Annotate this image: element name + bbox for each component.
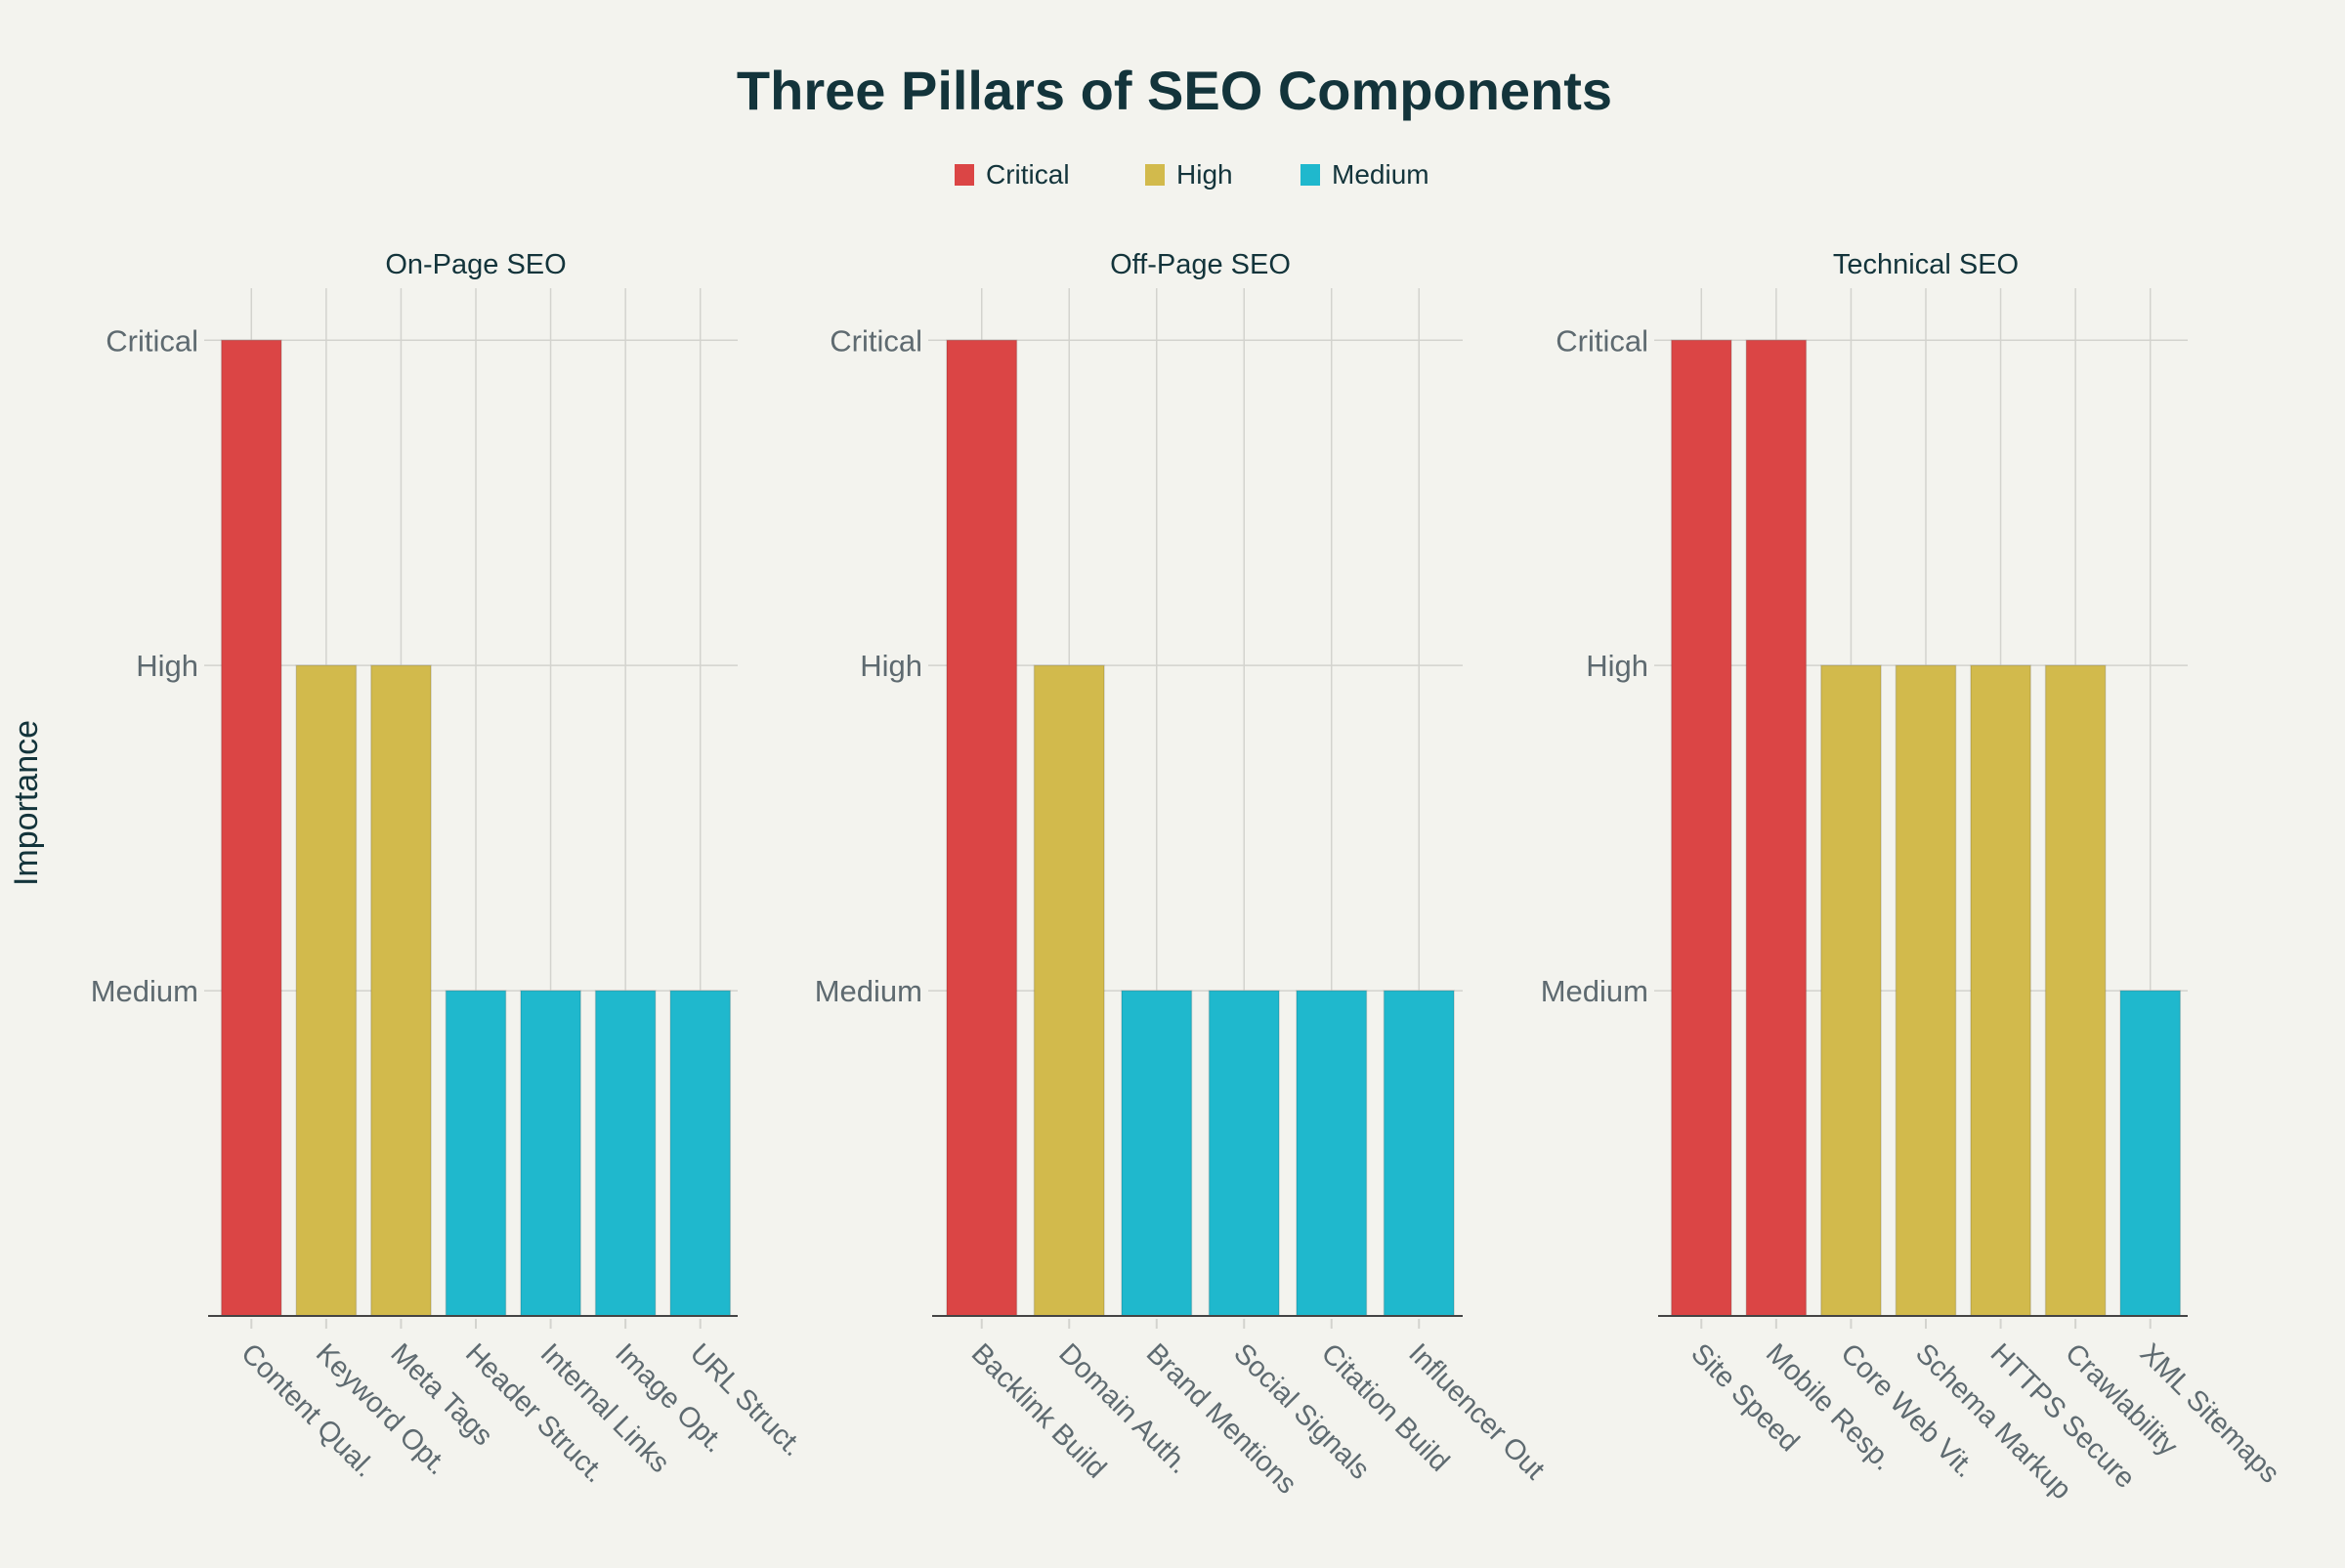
legend: Critical High Medium — [955, 159, 1429, 190]
bar-image-opt — [594, 990, 657, 1317]
y-axis-label: Importance — [8, 720, 45, 886]
bar-schema-markup — [1895, 664, 1957, 1317]
bar-backlink-build — [946, 339, 1018, 1317]
bar-core-web-vit — [1820, 664, 1882, 1317]
bar-mobile-resp — [1745, 339, 1808, 1317]
subplot-title: Technical SEO — [1833, 249, 2019, 280]
legend-label: Medium — [1332, 159, 1429, 190]
y-tick-label: Critical — [106, 323, 198, 358]
subplot-on-page-seo: On-Page SEO Medium High Critical Content Qua… — [91, 249, 809, 1489]
y-tick-label: Medium — [91, 974, 198, 1008]
bar-header-struct — [445, 990, 507, 1317]
y-tick-label: High — [860, 649, 922, 683]
legend-item-high[interactable]: High — [1145, 159, 1233, 190]
bar-content-qual — [220, 339, 282, 1317]
legend-label: Critical — [986, 159, 1070, 190]
x-tick-label: Internal Links — [534, 1337, 676, 1479]
bar-influencer-out — [1383, 990, 1455, 1317]
legend-swatch — [955, 164, 974, 186]
subplot-title: Off-Page SEO — [1110, 249, 1291, 280]
y-tick-label: Medium — [1541, 974, 1648, 1008]
bar-domain-auth — [1033, 664, 1105, 1317]
legend-label: High — [1176, 159, 1233, 190]
legend-item-medium[interactable]: Medium — [1300, 159, 1429, 190]
y-tick-label: High — [136, 649, 198, 683]
y-tick-label: Critical — [1556, 323, 1648, 358]
legend-swatch — [1300, 164, 1320, 186]
bar-brand-mentions — [1121, 990, 1193, 1317]
legend-swatch — [1145, 164, 1165, 186]
bar-social-signals — [1208, 990, 1280, 1317]
y-tick-label: Medium — [815, 974, 922, 1008]
bar-site-speed — [1670, 339, 1732, 1317]
x-tick-label: Keyword Opt. — [310, 1337, 453, 1481]
x-tick-label: Core Web Vit. — [1834, 1337, 1981, 1484]
y-tick-label: High — [1586, 649, 1648, 683]
bar-citation-build — [1296, 990, 1368, 1317]
bar-crawlability — [2044, 664, 2107, 1317]
x-tick-label: Brand Mentions — [1140, 1337, 1302, 1500]
bar-https-secure — [1970, 664, 2031, 1317]
bar-url-struct — [669, 990, 732, 1317]
legend-item-critical[interactable]: Critical — [955, 159, 1070, 190]
subplot-title: On-Page SEO — [385, 249, 566, 280]
bar-internal-links — [520, 990, 581, 1317]
bar-meta-tags — [370, 664, 432, 1317]
bar-keyword-opt — [295, 664, 358, 1317]
x-tick-label: Content Qual. — [234, 1337, 380, 1483]
chart-title: Three Pillars of SEO Components — [737, 60, 1612, 121]
y-tick-label: Critical — [830, 323, 922, 358]
bar-xml-sitemaps — [2119, 990, 2182, 1317]
